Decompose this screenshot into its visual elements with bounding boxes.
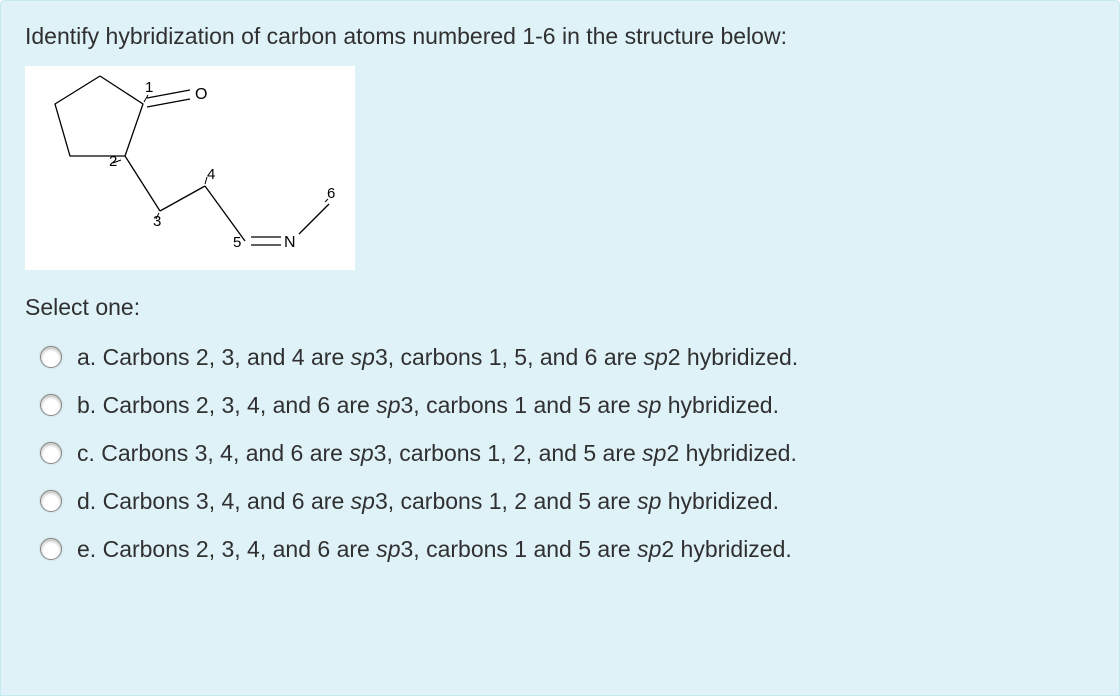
option-letter: a. bbox=[77, 344, 96, 370]
option-row-e[interactable]: e. Carbons 2, 3, 4, and 6 are sp3, carbo… bbox=[25, 525, 1095, 573]
option-pre: Carbons 3, 4, and 6 are bbox=[103, 488, 351, 514]
option-text-d: d. Carbons 3, 4, and 6 are sp3, carbons … bbox=[77, 488, 779, 515]
option-mid: , carbons 1, 2, and 5 are bbox=[386, 440, 642, 466]
option-text-c: c. Carbons 3, 4, and 6 are sp3, carbons … bbox=[77, 440, 797, 467]
option-h1: sp bbox=[376, 536, 400, 562]
option-h2: sp bbox=[643, 344, 667, 370]
molecule-structure: O N 1 2 3 4 5 6 bbox=[25, 66, 355, 270]
option-h2: sp bbox=[637, 392, 661, 418]
radio-wrap bbox=[25, 394, 77, 416]
option-pre: Carbons 2, 3, 4, and 6 are bbox=[103, 392, 377, 418]
option-mid: , carbons 1, 5, and 6 are bbox=[388, 344, 644, 370]
option-letter: b. bbox=[77, 392, 96, 418]
option-sub2: 2 bbox=[666, 440, 679, 466]
options-list: a. Carbons 2, 3, and 4 are sp3, carbons … bbox=[25, 333, 1095, 573]
option-text-a: a. Carbons 2, 3, and 4 are sp3, carbons … bbox=[77, 344, 798, 371]
option-post: hybridized. bbox=[681, 344, 799, 370]
carbon-num-1: 1 bbox=[145, 79, 153, 96]
radio-a[interactable] bbox=[40, 346, 62, 368]
option-h2: sp bbox=[637, 536, 661, 562]
option-sub1: 3 bbox=[374, 440, 387, 466]
option-row-d[interactable]: d. Carbons 3, 4, and 6 are sp3, carbons … bbox=[25, 477, 1095, 525]
option-sub2: 2 bbox=[661, 536, 674, 562]
option-h1: sp bbox=[376, 392, 400, 418]
option-h1: sp bbox=[351, 488, 375, 514]
option-post: hybridized. bbox=[679, 440, 797, 466]
option-sub1: 3 bbox=[401, 536, 414, 562]
option-post: hybridized. bbox=[674, 536, 792, 562]
option-sub1: 3 bbox=[375, 488, 388, 514]
option-row-a[interactable]: a. Carbons 2, 3, and 4 are sp3, carbons … bbox=[25, 333, 1095, 381]
radio-wrap bbox=[25, 442, 77, 464]
nitrogen-label: N bbox=[284, 234, 296, 251]
molecule-svg: O N 1 2 3 4 5 6 bbox=[25, 66, 355, 270]
option-sub1: 3 bbox=[401, 392, 414, 418]
radio-b[interactable] bbox=[40, 394, 62, 416]
radio-d[interactable] bbox=[40, 490, 62, 512]
option-mid: , carbons 1, 2 and 5 are bbox=[388, 488, 637, 514]
radio-c[interactable] bbox=[40, 442, 62, 464]
option-pre: Carbons 2, 3, and 4 are bbox=[103, 344, 351, 370]
option-h1: sp bbox=[351, 344, 375, 370]
option-text-b: b. Carbons 2, 3, 4, and 6 are sp3, carbo… bbox=[77, 392, 779, 419]
option-sub2: 2 bbox=[668, 344, 681, 370]
option-h2: sp bbox=[642, 440, 666, 466]
option-letter: e. bbox=[77, 536, 96, 562]
option-mid: , carbons 1 and 5 are bbox=[413, 392, 637, 418]
option-row-b[interactable]: b. Carbons 2, 3, 4, and 6 are sp3, carbo… bbox=[25, 381, 1095, 429]
radio-wrap bbox=[25, 538, 77, 560]
option-row-c[interactable]: c. Carbons 3, 4, and 6 are sp3, carbons … bbox=[25, 429, 1095, 477]
question-text: Identify hybridization of carbon atoms n… bbox=[25, 23, 1095, 50]
option-letter: d. bbox=[77, 488, 96, 514]
carbon-num-4: 4 bbox=[207, 166, 215, 183]
carbon-num-5: 5 bbox=[233, 234, 241, 251]
quiz-panel: Identify hybridization of carbon atoms n… bbox=[0, 0, 1120, 696]
option-post: hybridized. bbox=[661, 392, 779, 418]
option-pre: Carbons 3, 4, and 6 are bbox=[101, 440, 349, 466]
option-text-e: e. Carbons 2, 3, 4, and 6 are sp3, carbo… bbox=[77, 536, 792, 563]
option-h2: sp bbox=[637, 488, 661, 514]
option-post: hybridized. bbox=[661, 488, 779, 514]
select-one-label: Select one: bbox=[25, 294, 1095, 321]
oxygen-label: O bbox=[195, 86, 207, 103]
radio-e[interactable] bbox=[40, 538, 62, 560]
option-h1: sp bbox=[349, 440, 373, 466]
option-sub1: 3 bbox=[375, 344, 388, 370]
radio-wrap bbox=[25, 346, 77, 368]
option-pre: Carbons 2, 3, 4, and 6 are bbox=[103, 536, 377, 562]
option-letter: c. bbox=[77, 440, 95, 466]
option-mid: , carbons 1 and 5 are bbox=[413, 536, 637, 562]
radio-wrap bbox=[25, 490, 77, 512]
